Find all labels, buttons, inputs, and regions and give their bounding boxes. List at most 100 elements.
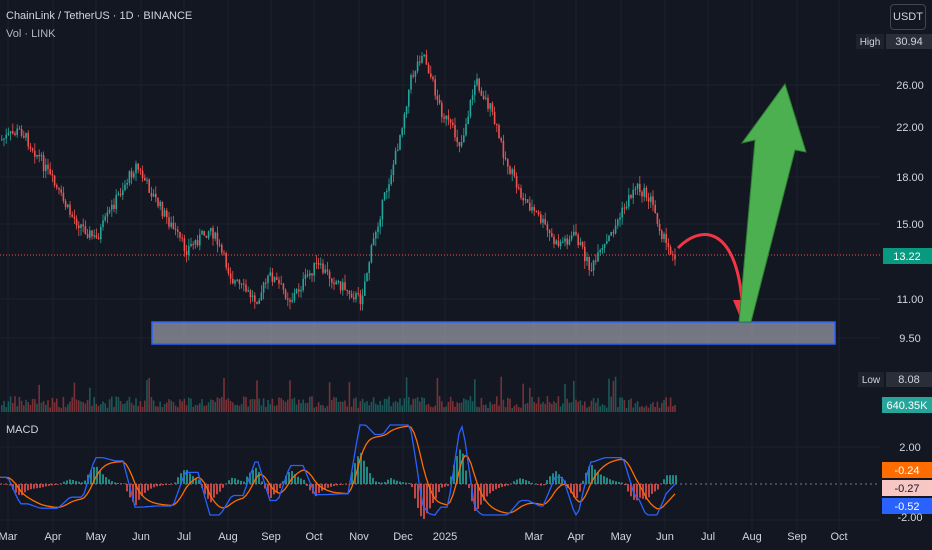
candle-body — [309, 273, 311, 276]
volume-bar — [221, 396, 223, 412]
volume-bar — [524, 403, 527, 412]
volume-bar — [137, 406, 139, 412]
volume-bar — [445, 406, 447, 412]
macd-hist-bar — [525, 480, 527, 484]
candle-body — [570, 235, 573, 240]
volume-bar — [557, 396, 560, 412]
volume-bar — [141, 406, 144, 412]
volume-bar — [194, 405, 197, 412]
svg-text:High: High — [860, 37, 881, 48]
macd-legend: MACD — [6, 424, 39, 436]
currency-button[interactable]: USDT — [890, 4, 926, 30]
macd-hist-bar — [495, 484, 497, 490]
volume-bar — [500, 376, 502, 412]
volume-bar — [14, 396, 16, 412]
macd-hist-bar — [216, 484, 218, 495]
volume-bar — [342, 401, 344, 412]
volume-bar — [614, 376, 617, 412]
macd-hist-bar — [234, 478, 236, 484]
volume-legend: Vol · LINK — [6, 28, 56, 40]
candle-body — [214, 232, 216, 239]
volume-bar — [630, 398, 632, 412]
candle-body — [372, 238, 375, 246]
candle-body — [194, 240, 197, 245]
volume-bar — [3, 400, 5, 412]
candle-body — [282, 283, 285, 290]
candle-body — [58, 187, 60, 190]
volume-bar — [471, 401, 474, 412]
volume-bar — [368, 405, 370, 412]
volume-bar — [421, 397, 423, 412]
macd-hist-bar — [543, 484, 545, 486]
time-tick: Mar — [0, 531, 18, 543]
volume-bar — [590, 400, 593, 412]
candle-body — [436, 95, 439, 100]
macd-hist-bar — [639, 484, 641, 498]
time-tick: Mar — [525, 531, 544, 543]
volume-bar — [339, 401, 342, 412]
candle-body — [489, 103, 491, 109]
candle-body — [392, 164, 395, 176]
volume-bar — [146, 379, 148, 412]
macd-hist-bar — [345, 484, 347, 485]
candle-body — [212, 227, 214, 239]
volume-bar — [256, 380, 258, 412]
macd-hist-bar — [222, 484, 224, 488]
candle-body — [449, 119, 452, 123]
volume-bar — [641, 406, 643, 412]
volume-bar — [196, 405, 199, 412]
macd-hist-bar — [315, 484, 317, 497]
volume-bar — [102, 401, 104, 412]
candle-body — [524, 199, 527, 201]
volume-bar — [234, 404, 236, 412]
candle-body — [432, 76, 434, 80]
volume-bar — [511, 407, 513, 412]
volume-bar — [403, 398, 406, 412]
candle-body — [315, 262, 318, 264]
time-tick: Jun — [132, 531, 150, 543]
macd-hist-bar — [453, 464, 455, 484]
candle-body — [383, 192, 386, 200]
price-tick: 22.00 — [896, 122, 924, 134]
candle-body — [295, 289, 298, 294]
candle-body — [537, 212, 540, 215]
volume-bar — [485, 404, 487, 412]
candle-body — [531, 206, 533, 211]
macd-hist-bar — [480, 484, 482, 505]
candle-body — [304, 274, 307, 279]
macd-hist-bar — [336, 484, 338, 486]
candle-body — [170, 222, 172, 227]
macd-hist-bar — [378, 482, 380, 484]
macd-hist-bar — [228, 480, 230, 484]
volume-bar — [456, 402, 458, 412]
time-tick: Dec — [393, 531, 413, 543]
volume-bar — [529, 387, 531, 412]
candle-body — [300, 289, 302, 292]
volume-bar — [309, 396, 311, 412]
candle-body — [262, 282, 265, 293]
volume-bar — [238, 405, 241, 412]
volume-bar — [544, 403, 546, 412]
candle-body — [265, 282, 267, 284]
volume-bar — [207, 402, 210, 412]
candle-body — [639, 183, 641, 192]
candle-body — [590, 270, 593, 272]
candle-body — [401, 128, 403, 136]
candle-body — [606, 241, 608, 244]
volume-bar — [375, 403, 377, 412]
candle-body — [185, 251, 188, 255]
candle-body — [122, 190, 124, 196]
candle-body — [47, 164, 49, 170]
volume-bar — [610, 396, 612, 412]
candle-body — [359, 293, 362, 305]
candle-body — [320, 263, 322, 265]
candle-body — [364, 281, 366, 296]
macd-hist-bar — [573, 484, 575, 498]
svg-text:15.00: 15.00 — [896, 219, 924, 231]
volume-bar — [672, 406, 674, 412]
macd-hist-bar — [372, 477, 374, 484]
candle-body — [133, 173, 135, 178]
volume-bar — [179, 399, 181, 412]
time-tick: Jul — [177, 531, 191, 543]
